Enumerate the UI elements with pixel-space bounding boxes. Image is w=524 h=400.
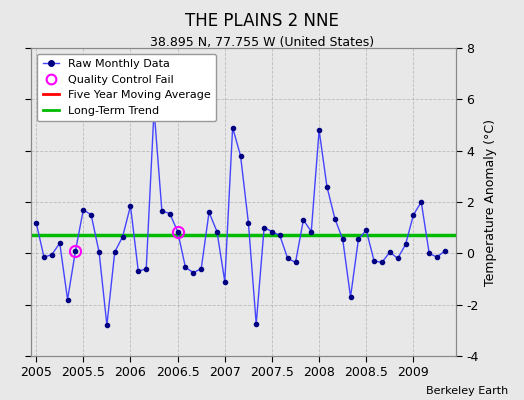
- Legend: Raw Monthly Data, Quality Control Fail, Five Year Moving Average, Long-Term Tren: Raw Monthly Data, Quality Control Fail, …: [37, 54, 216, 121]
- Y-axis label: Temperature Anomaly (°C): Temperature Anomaly (°C): [484, 118, 497, 286]
- Text: 38.895 N, 77.755 W (United States): 38.895 N, 77.755 W (United States): [150, 36, 374, 49]
- Text: THE PLAINS 2 NNE: THE PLAINS 2 NNE: [185, 12, 339, 30]
- Text: Berkeley Earth: Berkeley Earth: [426, 386, 508, 396]
